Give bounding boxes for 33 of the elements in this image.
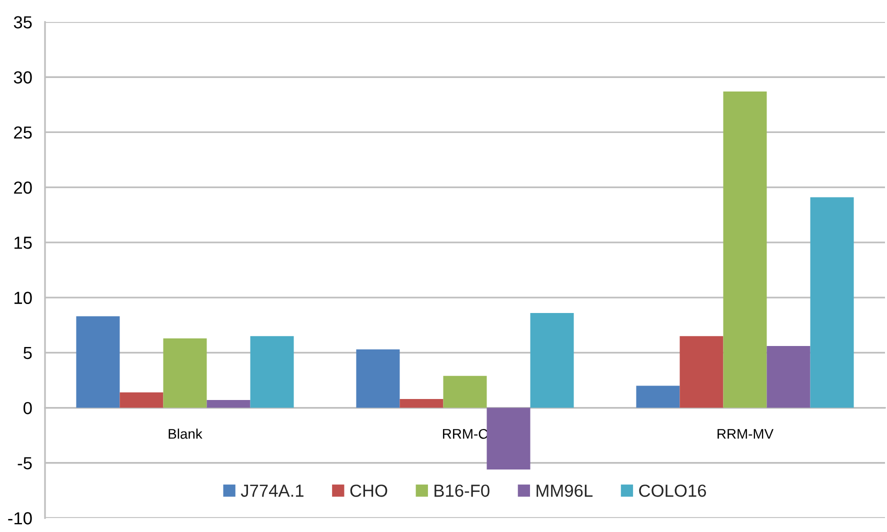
- legend-label: MM96L: [536, 484, 593, 497]
- bar: [810, 197, 854, 408]
- bar: [250, 336, 294, 408]
- bar: [120, 392, 164, 408]
- y-tick-label: -10: [8, 512, 32, 524]
- bar: [680, 336, 724, 408]
- x-tick-label: Blank: [168, 428, 202, 439]
- y-tick-label: 20: [14, 182, 32, 194]
- y-tick-label: 0: [24, 402, 32, 414]
- x-tick-label: RRM-MV: [718, 429, 774, 439]
- bar: [723, 91, 767, 408]
- bar: [443, 376, 487, 408]
- legend-label: J774A.1: [240, 484, 304, 497]
- bar: [206, 400, 250, 408]
- bar: [76, 316, 120, 408]
- x-tick-label: RRM-C: [442, 428, 488, 439]
- y-tick-label: 35: [14, 16, 32, 28]
- bar: [530, 312, 574, 408]
- y-tick-label: -5: [18, 457, 32, 470]
- bar: [400, 398, 444, 408]
- y-tick-label: 25: [14, 126, 32, 139]
- legend-label: B16-F0: [434, 484, 490, 497]
- y-tick-label: 30: [14, 71, 32, 84]
- legend-label: COLO16: [639, 484, 706, 497]
- y-tick-label: 5: [24, 347, 32, 360]
- bar: [636, 386, 680, 408]
- bar: [356, 349, 400, 408]
- y-tick-label: 15: [14, 236, 32, 249]
- y-tick-label: 10: [14, 292, 32, 304]
- bar: [486, 408, 530, 470]
- bar: [766, 346, 810, 408]
- legend-label: CHO: [350, 484, 388, 497]
- bar: [163, 338, 207, 408]
